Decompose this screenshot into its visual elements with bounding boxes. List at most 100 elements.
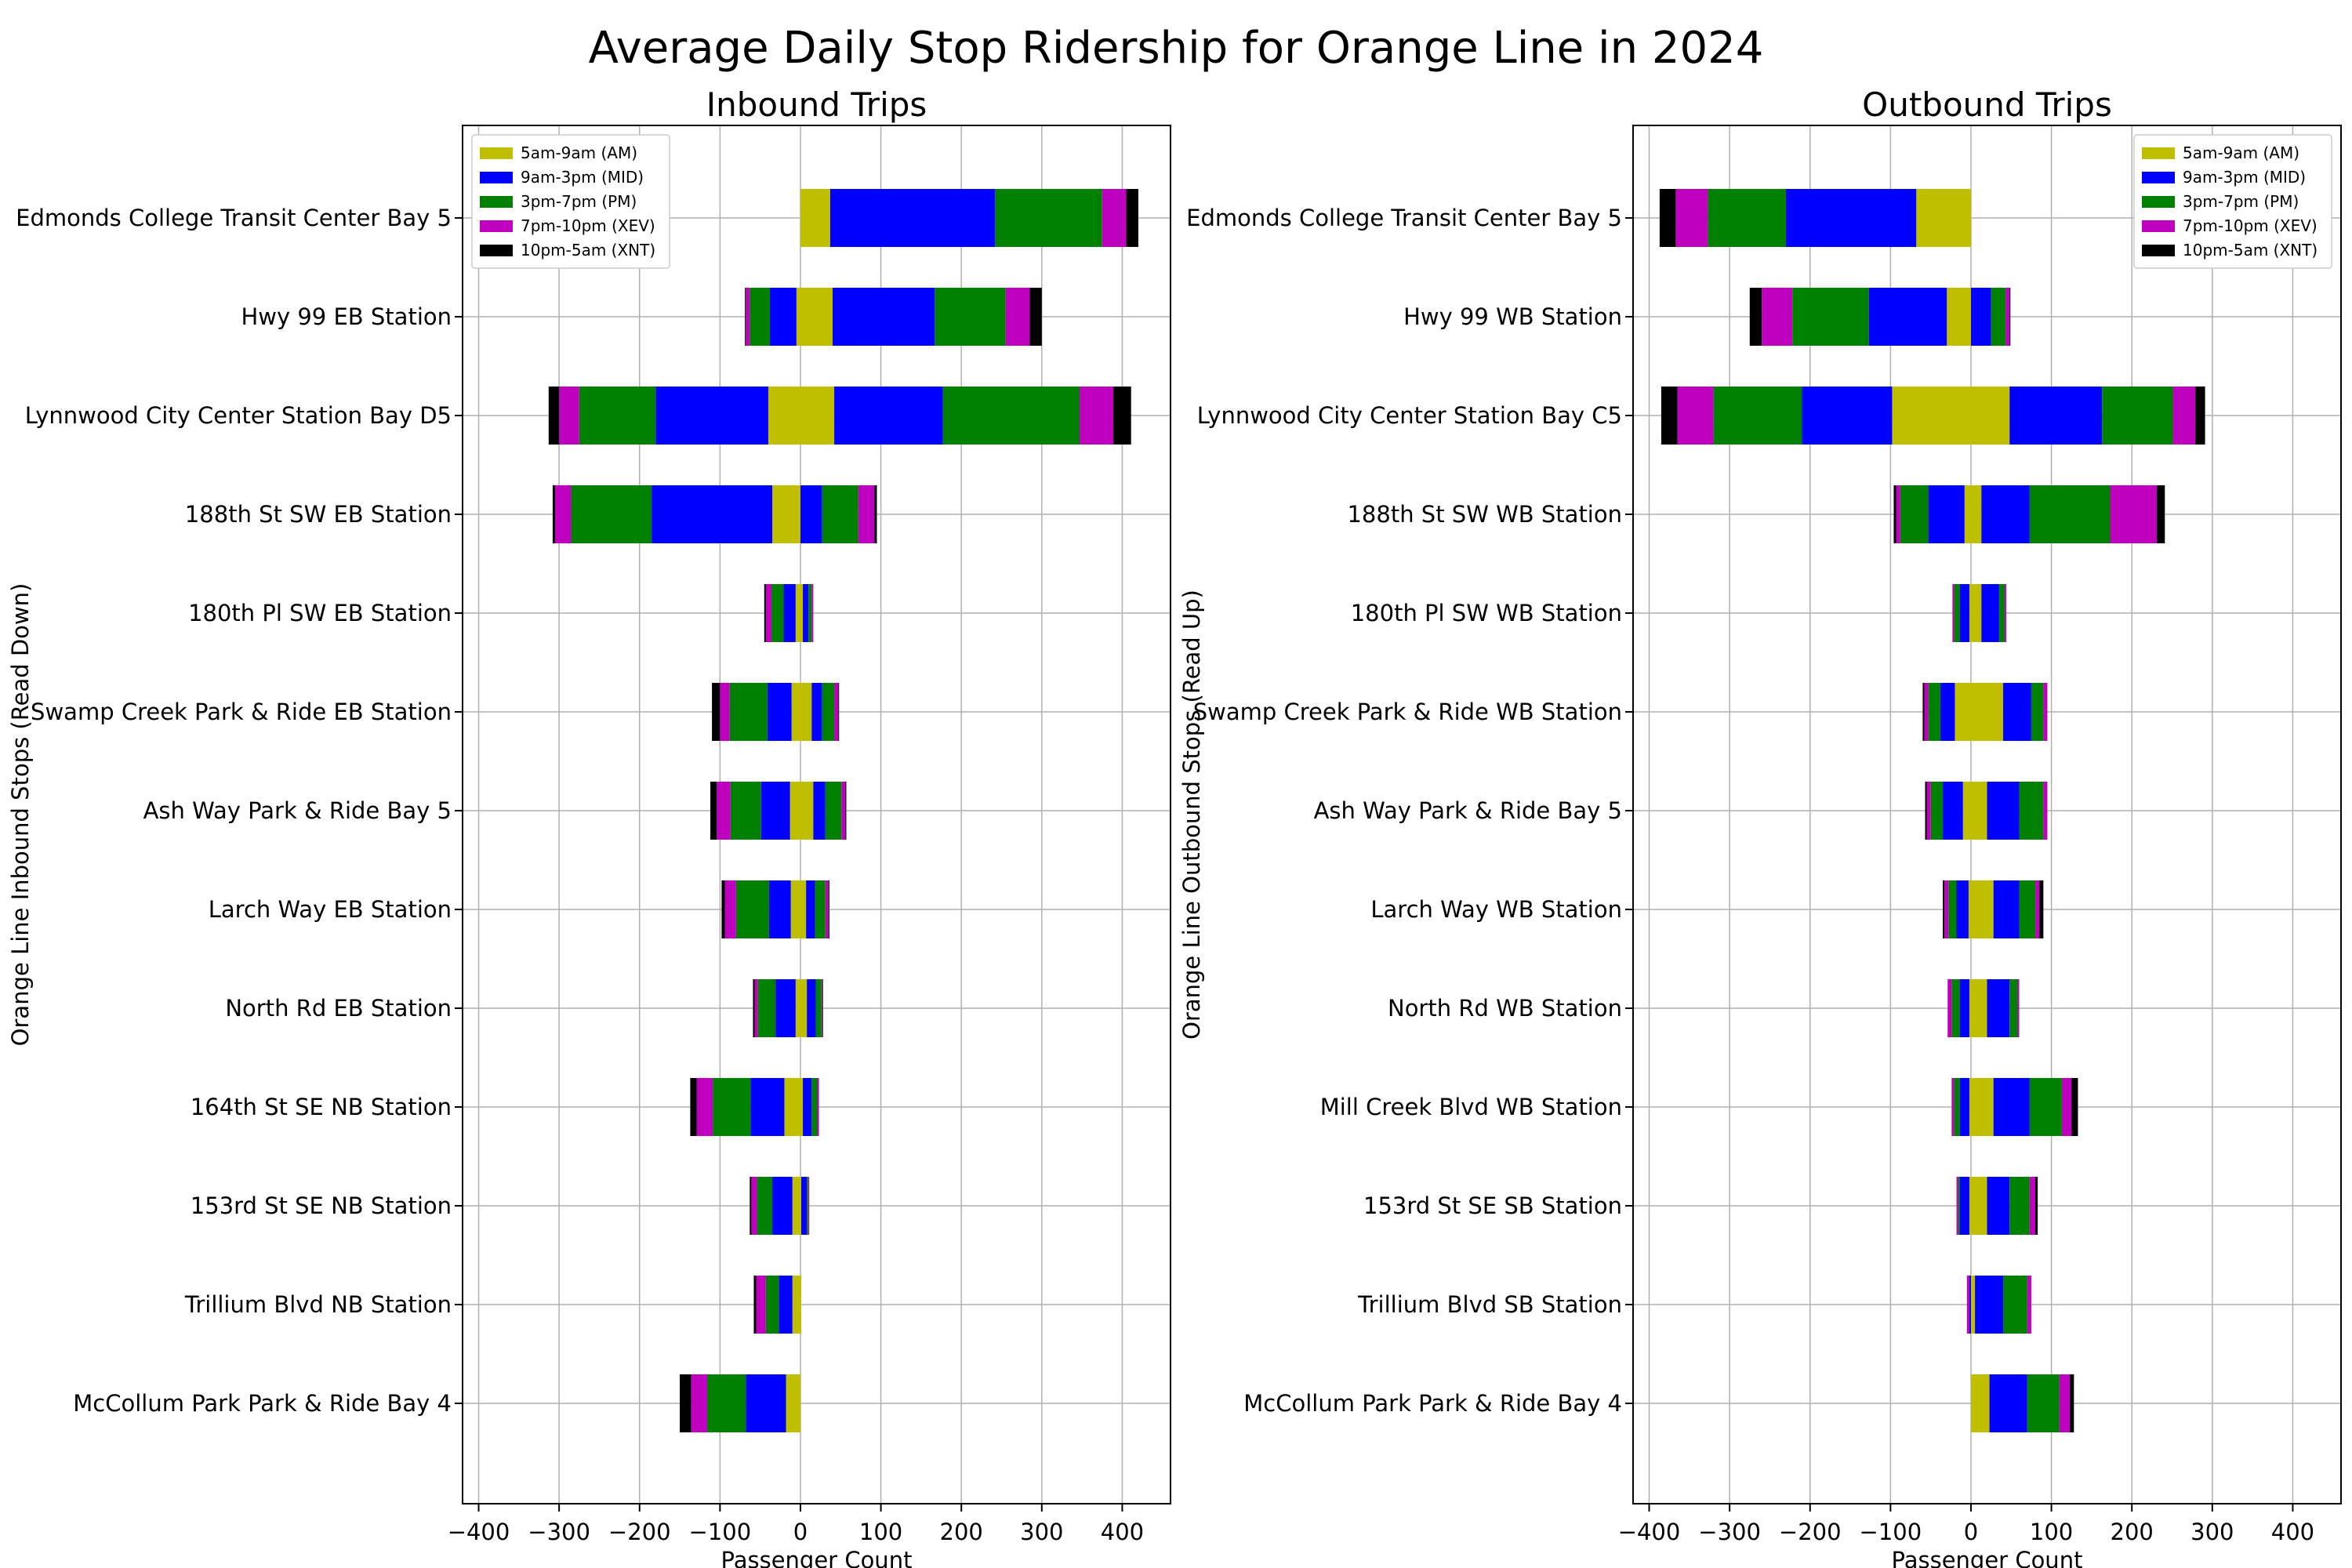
panel-1-bar-negative bbox=[750, 1078, 785, 1136]
panel-1-bar-negative bbox=[729, 683, 768, 741]
panel-2-bar-negative bbox=[1969, 1177, 1971, 1235]
panel-2-xtick-label: −100 bbox=[1860, 1519, 1922, 1545]
panel-2-bar-positive bbox=[2102, 387, 2173, 445]
panel-2-bar-negative bbox=[1969, 1078, 1971, 1136]
panel-1-bar-positive bbox=[829, 189, 996, 247]
panel-1-bar-positive bbox=[833, 288, 935, 346]
panel-2-bar-negative bbox=[1802, 387, 1893, 445]
panel-2-bar-positive bbox=[2029, 1177, 2036, 1235]
panel-2-bar-positive bbox=[2009, 1177, 2030, 1235]
panel-2-xtick-label: −400 bbox=[1618, 1519, 1681, 1545]
panel-2-bar-negative bbox=[1675, 189, 1708, 247]
panel-2-bar-positive bbox=[1970, 584, 1982, 642]
panel-1-bar-negative bbox=[571, 485, 652, 543]
panel-1-bar-positive bbox=[811, 1078, 818, 1136]
panel-1-bar-positive bbox=[995, 189, 1102, 247]
panel-1-category-label: Trillium Blvd NB Station bbox=[184, 1291, 452, 1318]
panel-1-bar-positive bbox=[800, 387, 835, 445]
panel-2-bar-negative bbox=[1947, 288, 1971, 346]
panel-2-bar-positive bbox=[1981, 584, 1999, 642]
panel-2-bar-positive bbox=[1981, 485, 2030, 543]
panel-2-legend-label: 10pm-5am (XNT) bbox=[2183, 241, 2318, 260]
panel-2-bar-positive bbox=[1989, 1374, 2027, 1432]
panel-2-xtick-label: 100 bbox=[2030, 1519, 2073, 1545]
panel-1-bar-positive bbox=[825, 782, 842, 840]
panel-1-bar-negative bbox=[706, 1374, 746, 1432]
panel-2-category-label: Lynnwood City Center Station Bay C5 bbox=[1197, 402, 1622, 429]
panel-2-bar-positive bbox=[1970, 1276, 1976, 1334]
panel-2-category-label: 153rd St SE SB Station bbox=[1363, 1192, 1622, 1219]
panel-2-xtick-label: −300 bbox=[1698, 1519, 1761, 1545]
panel-1-legend-swatch bbox=[480, 245, 513, 256]
panel-1-bar-positive bbox=[813, 782, 826, 840]
panel-1-legend-label: 5am-9am (AM) bbox=[521, 143, 637, 162]
panel-2-bar-negative bbox=[1868, 288, 1947, 346]
panel-2-bar-positive bbox=[1970, 288, 1991, 346]
panel-1-bar-negative bbox=[730, 782, 761, 840]
panel-1-bar-negative bbox=[735, 880, 769, 938]
panel-1-bar-negative bbox=[745, 288, 746, 346]
panel-1-bar-positive bbox=[845, 782, 847, 840]
panel-1-category-label: McCollum Park Park & Ride Bay 4 bbox=[73, 1390, 452, 1417]
panel-2-bar-positive bbox=[2009, 979, 2018, 1037]
panel-1-bar-negative bbox=[795, 979, 800, 1037]
panel-2-bar-positive bbox=[2043, 782, 2048, 840]
panel-1-bar-negative bbox=[784, 1078, 800, 1136]
panel-1-bar-positive bbox=[808, 1177, 810, 1235]
panel-1-bar-negative bbox=[680, 1374, 691, 1432]
panel-1-bar-negative bbox=[753, 979, 755, 1037]
panel-1-bar-negative bbox=[750, 1177, 752, 1235]
panel-1-bar-negative bbox=[555, 485, 572, 543]
panel-1-bar-negative bbox=[750, 288, 770, 346]
panel-2-bar-negative bbox=[1928, 485, 1965, 543]
panel-1-bar-negative bbox=[771, 584, 784, 642]
panel-2-bar-negative bbox=[1959, 1177, 1969, 1235]
panel-2-bar-negative bbox=[1956, 880, 1969, 938]
panel-1-bar-positive bbox=[800, 782, 814, 840]
panel-2-bar-negative bbox=[1956, 1177, 1958, 1235]
panel-1-bar-negative bbox=[746, 1374, 786, 1432]
panel-1-legend-label: 7pm-10pm (XEV) bbox=[521, 216, 655, 235]
panel-1-bar-positive bbox=[811, 584, 814, 642]
panel-1-bar-negative bbox=[786, 1374, 800, 1432]
panel-1-bar-negative bbox=[713, 1078, 751, 1136]
panel-1-bar-positive bbox=[800, 1276, 802, 1334]
panel-2-xtick-label: 300 bbox=[2190, 1519, 2234, 1545]
panel-2-bar-positive bbox=[2005, 584, 2007, 642]
panel-2-bar-positive bbox=[1970, 1374, 1990, 1432]
panel-1-category-label: Ash Way Park & Ride Bay 5 bbox=[143, 797, 452, 824]
panel-2-bar-positive bbox=[1970, 1078, 1994, 1136]
panel-2-bar-negative bbox=[1659, 189, 1676, 247]
panel-1-bar-positive bbox=[858, 485, 875, 543]
panel-1-bar-positive bbox=[1113, 387, 1131, 445]
panel-1-xtick-label: 200 bbox=[940, 1519, 983, 1545]
panel-2-bar-negative bbox=[1661, 387, 1678, 445]
panel-1-bar-negative bbox=[756, 1276, 766, 1334]
panel-1-legend-label: 3pm-7pm (PM) bbox=[521, 192, 637, 211]
panel-2-bar-positive bbox=[2029, 1078, 2062, 1136]
panel-2-bar-positive bbox=[1970, 485, 1982, 543]
panel-2-bar-positive bbox=[1970, 1177, 1987, 1235]
panel-1-xtick-label: 300 bbox=[1020, 1519, 1063, 1545]
panel-2-bar-negative bbox=[1969, 584, 1971, 642]
panel-1-xtick-label: 400 bbox=[1101, 1519, 1144, 1545]
panel-1-bar-negative bbox=[548, 387, 560, 445]
panel-1-bar-negative bbox=[552, 485, 556, 543]
panel-1-bar-negative bbox=[765, 1276, 779, 1334]
panel-2-bar-positive bbox=[1970, 782, 1987, 840]
panel-1-legend-swatch bbox=[480, 196, 513, 208]
panel-2-bar-positive bbox=[2003, 683, 2031, 741]
panel-2-category-label: McCollum Park Park & Ride Bay 4 bbox=[1243, 1390, 1622, 1417]
panel-1-bar-negative bbox=[724, 880, 736, 938]
panel-1-category-label: 164th St SE NB Station bbox=[191, 1094, 452, 1120]
panel-2-bar-negative bbox=[1968, 880, 1971, 938]
panel-1-bar-negative bbox=[775, 979, 796, 1037]
panel-1-bar-negative bbox=[791, 683, 800, 741]
panel-2-bar-negative bbox=[1962, 782, 1971, 840]
panel-2-legend-swatch bbox=[2142, 245, 2175, 256]
panel-1-bar-negative bbox=[691, 1374, 707, 1432]
panel-2-category-label: North Rd WB Station bbox=[1388, 995, 1622, 1022]
panel-2-bar-positive bbox=[2059, 1374, 2071, 1432]
